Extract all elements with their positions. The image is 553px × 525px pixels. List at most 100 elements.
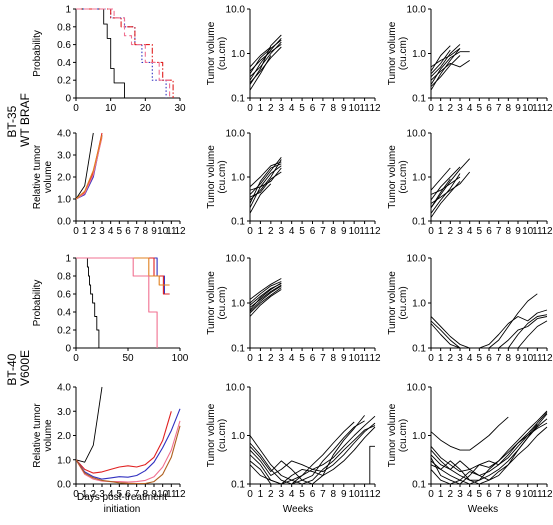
x-tick-label: 12 <box>369 103 381 114</box>
x-tick-label: 2 <box>268 103 274 114</box>
x-tick-label: 11 <box>359 226 370 237</box>
x-tick-label: 9 <box>515 226 521 237</box>
series-line-5 <box>250 425 376 485</box>
series-line-5 <box>431 60 470 81</box>
series-line-2 <box>250 167 282 208</box>
series-group <box>250 34 282 91</box>
series-line-8 <box>431 418 548 485</box>
x-tick-label: 11 <box>166 226 177 237</box>
x-tick-label: 10 <box>522 103 534 114</box>
x-tick-label: 2 <box>448 489 454 500</box>
x-tick-label: 11 <box>166 489 177 500</box>
x-tick-label: 10 <box>522 226 534 237</box>
x-tick-label: 11 <box>532 353 543 364</box>
y-tick-label: 1.0 <box>412 299 426 310</box>
x-tick-label: 8 <box>331 226 337 237</box>
y-tick-label: 10.0 <box>407 254 427 265</box>
y-tick-label: 10.0 <box>226 383 246 394</box>
x-tick-label: 3 <box>457 353 463 364</box>
y-tick-label: 0.0 <box>57 480 71 491</box>
series-group <box>250 157 282 214</box>
x-tick-label: 0 <box>428 103 434 114</box>
x-tick-label: 4 <box>289 103 295 114</box>
x-tick-label: 8 <box>506 103 512 114</box>
x-tick-label: 12 <box>369 489 381 500</box>
x-tick-label: 2 <box>268 226 274 237</box>
x-tick-label: 5 <box>299 353 305 364</box>
x-tick-label: 0 <box>428 226 434 237</box>
x-tick-label: 0 <box>73 103 79 114</box>
series-line-1 <box>431 416 509 451</box>
x-tick-label: 10 <box>105 103 117 114</box>
row-label-bt35-line1: BT-35 <box>5 105 19 137</box>
x-tick-label: 1 <box>82 489 88 500</box>
x-tick-label: 0 <box>428 489 434 500</box>
y-tick-label: 0.6 <box>57 40 71 51</box>
x-tick-label: 8 <box>506 226 512 237</box>
x-tick-label: 0 <box>73 489 79 500</box>
row-label-bt35-line2: WT BRAF <box>18 93 32 147</box>
y-tick-label: 4.0 <box>57 383 71 394</box>
x-tick-label: 30 <box>174 103 186 114</box>
series-line-6 <box>507 314 548 349</box>
xlabel-days-line2: initiation <box>104 504 141 515</box>
x-tick-label: 10 <box>349 103 361 114</box>
y-tick-label: 3.0 <box>57 151 71 162</box>
x-tick-label: 2 <box>91 489 97 500</box>
series-line-2 <box>76 411 172 474</box>
series-group <box>431 158 471 218</box>
series-line-1 <box>431 316 470 349</box>
series-line-4 <box>250 421 355 485</box>
series-line-1 <box>76 8 125 98</box>
x-tick-label: 7 <box>496 353 502 364</box>
series-line-5 <box>431 424 538 485</box>
x-tick-label: 8 <box>143 226 149 237</box>
x-tick-label: 3 <box>278 103 284 114</box>
y-tick-label: 10.0 <box>407 5 427 16</box>
series-line-4 <box>76 137 103 200</box>
x-tick-label: 6 <box>310 226 316 237</box>
y-tick-label: 0.1 <box>231 94 245 105</box>
x-tick-label: 2 <box>91 226 97 237</box>
series-line-5 <box>250 289 282 317</box>
x-tick-label: 11 <box>359 103 370 114</box>
series-line-6 <box>250 39 282 75</box>
x-tick-label: 9 <box>151 226 157 237</box>
series-group <box>76 257 170 348</box>
x-tick-label: 10 <box>349 489 361 500</box>
x-tick-label: 6 <box>125 489 131 500</box>
x-tick-label: 9 <box>341 353 347 364</box>
series-group <box>431 44 470 91</box>
y-tick-label: 1.0 <box>412 431 426 442</box>
x-tick-label: 1 <box>258 353 264 364</box>
x-tick-label: 12 <box>541 103 553 114</box>
y-tick-label: 0.2 <box>57 326 71 337</box>
y-axis-title: Tumor volume(cu.cm) <box>387 21 409 85</box>
series-line-3 <box>76 8 174 98</box>
series-line-5 <box>250 183 272 214</box>
x-tick-label: 4 <box>467 103 473 114</box>
x-tick-label: 12 <box>369 353 381 364</box>
x-tick-label: 9 <box>341 103 347 114</box>
x-tick-label: 10 <box>157 489 169 500</box>
x-tick-label: 3 <box>457 103 463 114</box>
y-tick-label: 0.4 <box>57 58 71 69</box>
y-tick-label: 1.0 <box>231 299 245 310</box>
series-line-4 <box>250 165 282 191</box>
x-tick-label: 12 <box>174 226 186 237</box>
x-tick-label: 9 <box>151 489 157 500</box>
series-line-8 <box>250 161 282 188</box>
series-line-6 <box>431 48 461 68</box>
series-line-2 <box>250 420 365 485</box>
x-tick-label: 5 <box>117 226 123 237</box>
x-tick-label: 5 <box>477 489 483 500</box>
x-tick-label: 9 <box>341 226 347 237</box>
x-tick-label: 3 <box>278 353 284 364</box>
series-line-5 <box>76 425 181 485</box>
x-tick-label: 7 <box>320 103 326 114</box>
series-line-7 <box>517 320 548 349</box>
